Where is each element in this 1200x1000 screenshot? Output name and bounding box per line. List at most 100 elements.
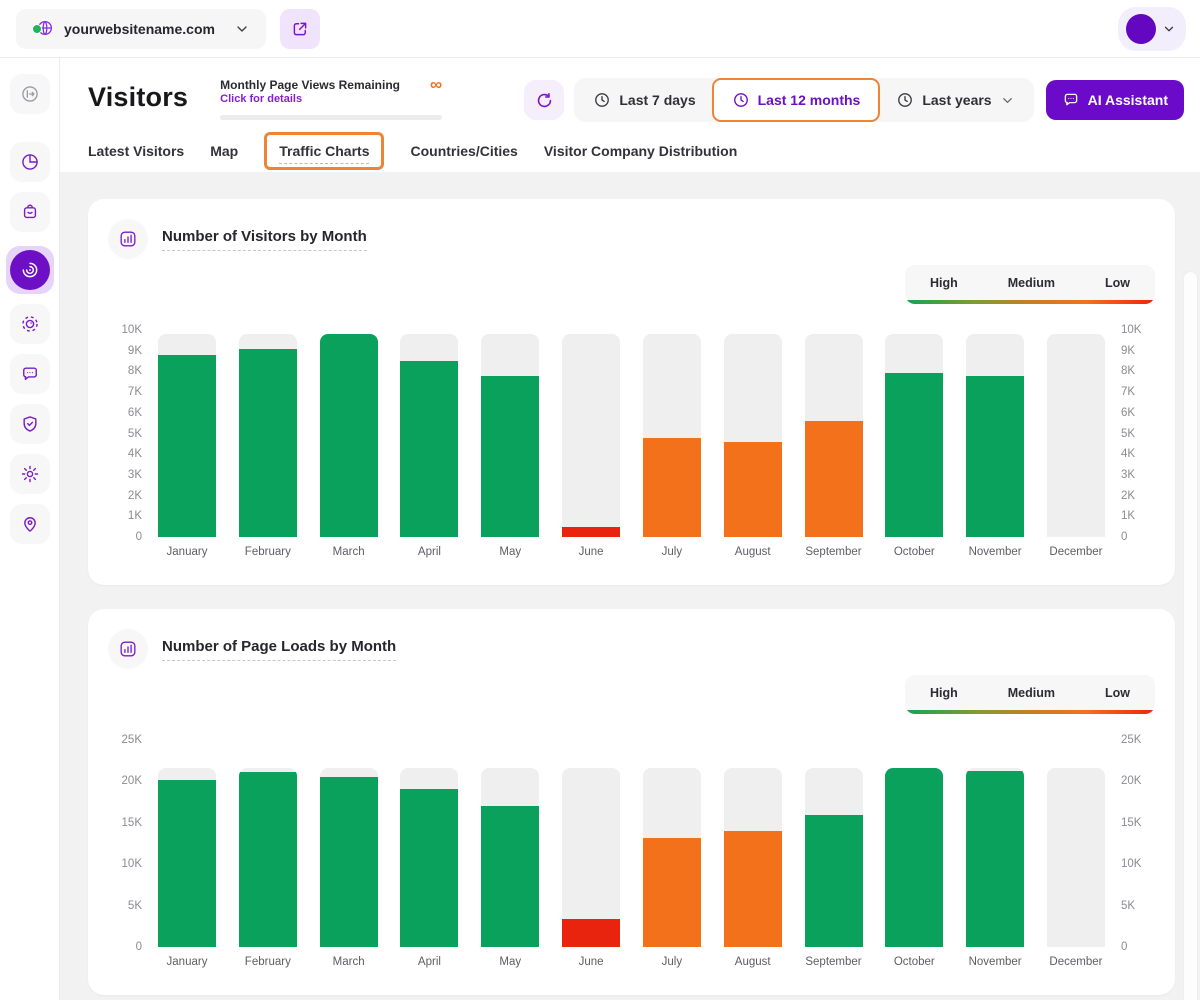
- bar-october[interactable]: [885, 373, 944, 537]
- x-axis-label-march: March: [332, 956, 365, 968]
- bar-july[interactable]: [642, 837, 701, 947]
- chart-title: Number of Visitors by Month: [162, 228, 367, 251]
- bar-column-september[interactable]: September: [804, 330, 863, 558]
- tab-traffic-charts[interactable]: Traffic Charts: [279, 143, 370, 164]
- bar-column-august[interactable]: August: [723, 330, 782, 558]
- y-axis-tick: 8K: [1121, 365, 1136, 378]
- bar-column-june[interactable]: June: [562, 330, 621, 558]
- quota-widget: Monthly Page Views Remaining Click for d…: [220, 76, 443, 120]
- chart-title: Number of Page Loads by Month: [162, 638, 397, 661]
- bar-track: [966, 768, 1025, 947]
- x-axis-label-march: March: [332, 546, 365, 558]
- y-axis-tick: 0: [1121, 941, 1128, 953]
- bar-august[interactable]: [723, 441, 782, 537]
- sidebar-item-feedback[interactable]: [9, 354, 50, 394]
- bar-column-june[interactable]: June: [562, 740, 621, 968]
- y-axis-right: 10K 9K 8K 7K 6K 5K 4K 3K 2K 1K 0: [1121, 324, 1155, 543]
- open-site-button[interactable]: [280, 8, 320, 49]
- bar-column-november[interactable]: November: [966, 330, 1025, 558]
- tab-visitor-company-distribution[interactable]: Visitor Company Distribution: [543, 143, 738, 159]
- bar-track: [400, 768, 459, 947]
- bar-column-october[interactable]: October: [885, 330, 944, 558]
- bar-column-september[interactable]: September: [804, 740, 863, 968]
- bar-june[interactable]: [562, 918, 621, 947]
- bar-january[interactable]: [158, 354, 216, 537]
- bar-column-august[interactable]: August: [723, 740, 782, 968]
- y-axis-tick: 5K: [127, 899, 142, 912]
- ai-assistant-button[interactable]: AI Assistant: [1045, 80, 1184, 120]
- bar-september[interactable]: [804, 421, 863, 537]
- tab-countries-cities[interactable]: Countries/Cities: [410, 143, 518, 159]
- bar-october[interactable]: [885, 768, 944, 947]
- sidebar-item-sessions[interactable]: [9, 304, 50, 344]
- pie-chart-icon: [20, 152, 40, 172]
- bar-february[interactable]: [238, 772, 297, 947]
- bar-june[interactable]: [562, 526, 621, 537]
- bar-april[interactable]: [400, 788, 459, 947]
- bar-august[interactable]: [723, 831, 782, 947]
- sidebar-toggle-button[interactable]: [9, 74, 50, 114]
- refresh-button[interactable]: [524, 80, 565, 120]
- bar-column-april[interactable]: April: [400, 330, 459, 558]
- bar-column-december[interactable]: December: [1046, 740, 1105, 968]
- bar-column-january[interactable]: January: [158, 330, 216, 558]
- legend-high: High: [929, 686, 958, 700]
- user-menu[interactable]: [1118, 6, 1186, 51]
- bar-column-march[interactable]: March: [319, 740, 378, 968]
- bar-column-february[interactable]: February: [238, 330, 297, 558]
- content-area: Number of Visitors by Month High Medium …: [60, 172, 1200, 1000]
- bar-column-february[interactable]: February: [238, 740, 297, 968]
- sidebar-item-security[interactable]: [9, 404, 50, 444]
- bar-may[interactable]: [481, 806, 540, 947]
- bar-track: [642, 768, 701, 947]
- scrollbar-thumb[interactable]: [1184, 272, 1197, 1000]
- tab-latest-visitors[interactable]: Latest Visitors: [88, 143, 185, 159]
- bar-column-december[interactable]: December: [1046, 330, 1105, 558]
- y-axis-tick: 9K: [127, 344, 142, 357]
- y-axis-tick: 15K: [121, 816, 142, 829]
- bar-september[interactable]: [804, 814, 863, 947]
- bar-track: [562, 768, 621, 947]
- bar-column-may[interactable]: May: [481, 740, 540, 968]
- bar-april[interactable]: [400, 361, 459, 537]
- bar-november[interactable]: [966, 770, 1025, 947]
- website-selector[interactable]: yourwebsitename.com: [16, 8, 266, 49]
- quota-details-link[interactable]: Click for details: [220, 93, 303, 105]
- bar-july[interactable]: [642, 437, 701, 537]
- sidebar-item-locations[interactable]: [9, 504, 50, 544]
- bar-column-july[interactable]: July: [642, 740, 701, 968]
- sidebar-item-settings[interactable]: [9, 454, 50, 494]
- bar-column-july[interactable]: July: [642, 330, 701, 558]
- y-axis-tick: 5K: [1121, 899, 1136, 912]
- tab-map[interactable]: Map: [210, 143, 239, 159]
- sidebar-item-dashboard[interactable]: [9, 142, 50, 182]
- quota-title: Monthly Page Views Remaining: [220, 78, 400, 92]
- legend-gradient-bar: [905, 710, 1155, 714]
- y-axis-tick: 10K: [121, 324, 142, 336]
- bar-column-november[interactable]: November: [966, 740, 1025, 968]
- sidebar-item-visitors-active[interactable]: [5, 246, 54, 294]
- bar-column-january[interactable]: January: [158, 740, 216, 968]
- visitors-by-month-card: Number of Visitors by Month High Medium …: [88, 199, 1175, 585]
- bar-march[interactable]: [319, 334, 378, 537]
- range-last-12-months-selected[interactable]: Last 12 months: [711, 78, 881, 122]
- bar-track: [481, 334, 540, 537]
- range-last-7-days[interactable]: Last 7 days: [577, 81, 711, 119]
- x-axis-label-november: November: [968, 546, 1022, 558]
- y-axis-tick: 20K: [121, 775, 142, 788]
- x-axis-label-may: May: [499, 546, 522, 558]
- bar-column-may[interactable]: May: [481, 330, 540, 558]
- bar-column-march[interactable]: March: [319, 330, 378, 558]
- bar-may[interactable]: [481, 375, 540, 537]
- bar-column-october[interactable]: October: [885, 740, 944, 968]
- bar-january[interactable]: [158, 779, 216, 947]
- x-axis-label-october: October: [893, 546, 935, 558]
- bar-march[interactable]: [319, 777, 378, 947]
- bar-february[interactable]: [238, 348, 297, 537]
- ai-chat-icon: [1062, 91, 1080, 109]
- bar-column-april[interactable]: April: [400, 740, 459, 968]
- bar-november[interactable]: [966, 375, 1025, 537]
- y-axis-left: 10K 9K 8K 7K 6K 5K 4K 3K 2K 1K 0: [108, 324, 142, 543]
- sidebar-item-orders[interactable]: [9, 192, 50, 232]
- range-last-years[interactable]: Last years: [880, 81, 1030, 119]
